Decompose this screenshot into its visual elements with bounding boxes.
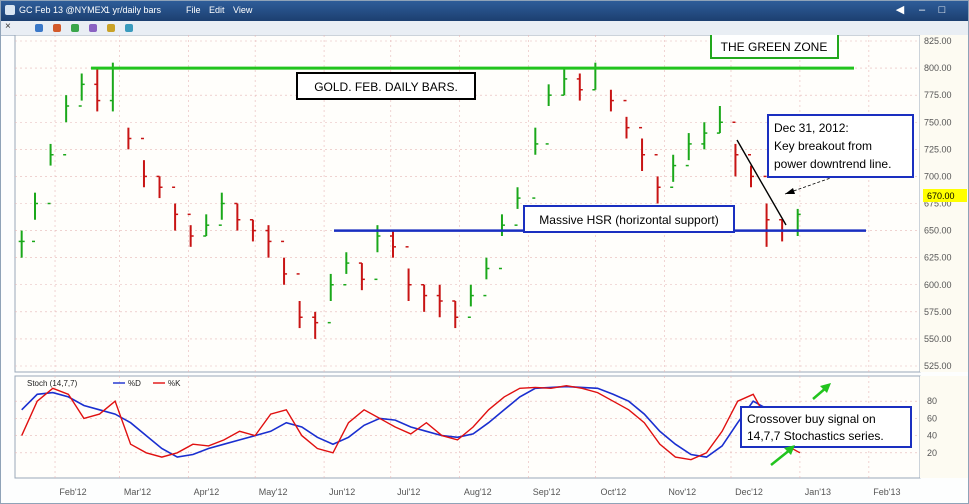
buy-signal-arrow-lower <box>770 445 795 466</box>
price-tick-label: 550.00 <box>924 334 952 344</box>
crossover-note-line-1: Crossover buy signal on <box>747 412 876 426</box>
legend-k-label: %K <box>168 379 181 388</box>
chart-title: GOLD. FEB. DAILY BARS. <box>314 80 458 94</box>
stoch-axis-labels: 80 60 40 20 <box>927 396 937 458</box>
price-tick-label: 775.00 <box>924 90 952 100</box>
back-icon[interactable]: ◀ <box>895 4 905 16</box>
title-bar: GC Feb 13 @NYMEX 1 yr/daily bars File Ed… <box>1 1 968 21</box>
indicator-tool-icon[interactable] <box>89 24 97 32</box>
date-tick-label: Aug'12 <box>464 487 492 497</box>
price-tick-label: 700.00 <box>924 171 952 181</box>
price-tick-label: 750.00 <box>924 117 952 127</box>
breakout-note-box: Dec 31, 2012: Key breakout from power do… <box>767 114 914 178</box>
draw-tool-icon[interactable] <box>53 24 61 32</box>
date-tick-label: Oct'12 <box>600 487 626 497</box>
date-tick-label: Sep'12 <box>533 487 561 497</box>
price-tick-label: 800.00 <box>924 63 952 73</box>
close-pane-icon[interactable]: × <box>5 21 11 32</box>
date-tick-label: Feb'12 <box>59 487 86 497</box>
price-tick-label: 725.00 <box>924 144 952 154</box>
chart-icon <box>5 5 15 15</box>
text-tool-icon[interactable] <box>107 24 115 32</box>
date-tick-label: Nov'12 <box>668 487 696 497</box>
price-tick-label: 575.00 <box>924 307 952 317</box>
current-price-label: 670.00 <box>927 191 955 201</box>
crossover-note-box: Crossover buy signal on 14,7,7 Stochasti… <box>740 406 912 448</box>
hsr-box: Massive HSR (horizontal support) <box>523 205 735 233</box>
stoch-tick-label: 80 <box>927 396 937 406</box>
menu-edit[interactable]: Edit <box>209 5 225 15</box>
buy-signal-arrow-upper <box>812 383 831 400</box>
chart-area: 825.00 800.00 775.00 750.00 725.00 700.00 675.… <box>14 35 968 497</box>
price-tick-label: 675.00 <box>924 199 952 209</box>
price-axis <box>920 35 968 372</box>
date-tick-label: May'12 <box>259 487 288 497</box>
breakout-note-line-2: Key breakout from <box>774 139 872 153</box>
settings-tool-icon[interactable] <box>125 24 133 32</box>
green-zone-label: THE GREEN ZONE <box>721 40 828 54</box>
date-tick-label: Jun'12 <box>329 487 355 497</box>
price-tick-label: 600.00 <box>924 280 952 290</box>
date-tick-label: Jan'13 <box>805 487 831 497</box>
breakout-pointer <box>784 174 840 195</box>
stoch-tick-label: 40 <box>927 431 937 441</box>
title-box: GOLD. FEB. DAILY BARS. <box>296 72 476 100</box>
price-axis-labels: 825.00 800.00 775.00 750.00 725.00 700.00 675.… <box>924 36 952 371</box>
stoch-tick-label: 60 <box>927 413 937 423</box>
legend-d-label: %D <box>128 379 141 388</box>
ohlc-bars <box>18 62 801 339</box>
grid <box>15 35 920 478</box>
breakout-pointer-head <box>785 188 795 194</box>
downtrend-line <box>736 139 787 226</box>
stoch-header: Stoch (14,7,7) %D %K <box>27 379 181 388</box>
date-axis-labels: Feb'12 Mar'12 Apr'12 May'12 Jun'12 Jul'12 Aug'… <box>59 487 900 497</box>
stoch-tick-label: 20 <box>927 448 937 458</box>
hsr-label: Massive HSR (horizontal support) <box>539 213 718 227</box>
green-zone-box: THE GREEN ZONE <box>710 35 839 59</box>
price-tick-label: 525.00 <box>924 361 952 371</box>
date-tick-label: Dec'12 <box>735 487 763 497</box>
date-tick-label: Jul'12 <box>397 487 420 497</box>
breakout-note-line-3: power downtrend line. <box>774 157 891 171</box>
menu-file[interactable]: File <box>186 5 201 15</box>
maximize-icon[interactable]: □ <box>938 4 946 16</box>
stoch-title: Stoch (14,7,7) <box>27 379 78 388</box>
crossover-note-line-2: 14,7,7 Stochastics series. <box>747 429 884 443</box>
cursor-tool-icon[interactable] <box>35 24 43 32</box>
price-tick-label: 650.00 <box>924 226 952 236</box>
price-tick-label: 625.00 <box>924 253 952 263</box>
minimize-icon[interactable]: – <box>918 4 926 16</box>
current-price-tag: 670.00 <box>923 189 967 202</box>
price-tick-label: 825.00 <box>924 36 952 46</box>
chart-toolbar: × <box>1 21 968 36</box>
zoom-tool-icon[interactable] <box>71 24 79 32</box>
date-tick-label: Mar'12 <box>124 487 151 497</box>
date-tick-label: Feb'13 <box>873 487 900 497</box>
interval-selector[interactable]: 1 yr/daily bars <box>105 5 162 15</box>
stoch-k-line <box>21 384 801 461</box>
stoch-d-line <box>21 385 801 458</box>
date-tick-label: Apr'12 <box>194 487 220 497</box>
symbol-selector[interactable]: GC Feb 13 @NYMEX <box>19 5 107 15</box>
breakout-note-line-1: Dec 31, 2012: <box>774 121 849 135</box>
menu-view[interactable]: View <box>233 5 253 15</box>
stoch-axis <box>920 376 968 478</box>
